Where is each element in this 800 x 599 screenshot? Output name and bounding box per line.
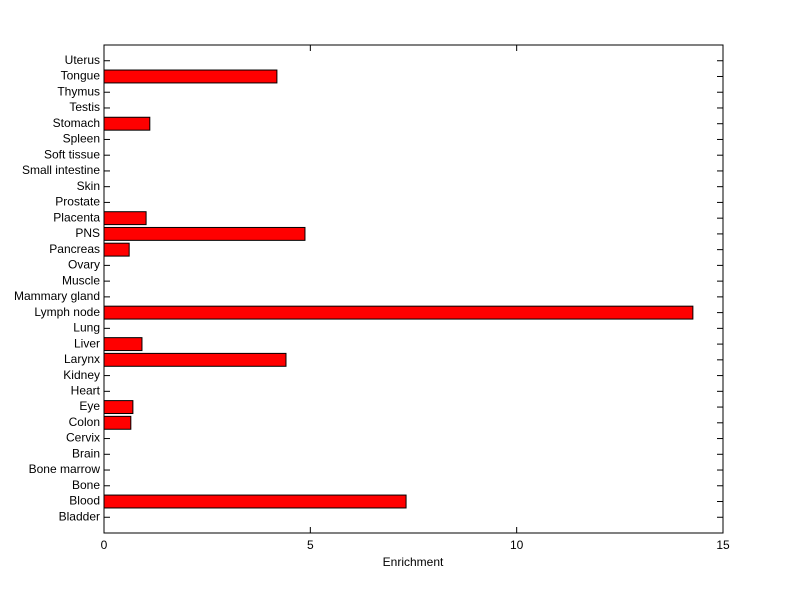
y-tick-label: Muscle <box>62 273 100 287</box>
y-tick-label: Soft tissue <box>44 147 100 161</box>
y-tick-label: Testis <box>69 100 100 114</box>
y-tick-label: Prostate <box>55 195 100 209</box>
y-tick-label: Heart <box>71 383 101 397</box>
y-tick-label: Pancreas <box>49 242 100 256</box>
y-tick-label: Bone <box>72 478 100 492</box>
y-tick-label: Skin <box>77 179 100 193</box>
x-tick-label: 15 <box>716 538 730 552</box>
bar <box>103 352 287 367</box>
bar <box>103 69 278 84</box>
y-tick-label: Bone marrow <box>29 462 101 476</box>
bar <box>103 211 147 226</box>
y-tick-label: Spleen <box>63 132 100 146</box>
y-tick-label: Ovary <box>68 258 100 272</box>
x-tick-label: 10 <box>510 538 524 552</box>
y-tick-label: Uterus <box>65 53 100 67</box>
y-tick-label: Brain <box>72 446 100 460</box>
y-tick-label: Lung <box>73 321 100 335</box>
y-tick-label: Small intestine <box>22 163 100 177</box>
y-tick-label: Thymus <box>57 84 100 98</box>
y-tick-label: Liver <box>74 336 100 350</box>
bar <box>103 116 151 131</box>
y-tick-label: Stomach <box>53 116 100 130</box>
y-tick-label: Colon <box>69 415 100 429</box>
y-tick-label: Bladder <box>59 509 100 523</box>
y-tick-label: Blood <box>69 494 100 508</box>
y-tick-label: Eye <box>79 399 100 413</box>
y-tick-label: Mammary gland <box>14 289 100 303</box>
bar <box>103 242 130 257</box>
y-tick-label: Lymph node <box>34 305 100 319</box>
bar <box>103 415 132 430</box>
y-tick-label: Cervix <box>66 431 100 445</box>
bar <box>103 226 306 241</box>
y-tick-label: Placenta <box>53 210 100 224</box>
y-tick-label: Kidney <box>63 368 100 382</box>
x-tick-label: 5 <box>307 538 314 552</box>
bar <box>103 305 694 320</box>
bar <box>103 494 407 509</box>
y-tick-label: Larynx <box>64 352 100 366</box>
x-axis-label: Enrichment <box>383 555 444 569</box>
bar <box>103 400 134 415</box>
y-tick-label: Tongue <box>61 69 101 83</box>
x-tick-label: 0 <box>101 538 108 552</box>
y-tick-label: PNS <box>75 226 100 240</box>
plot-area <box>103 44 724 534</box>
bar <box>103 337 143 352</box>
